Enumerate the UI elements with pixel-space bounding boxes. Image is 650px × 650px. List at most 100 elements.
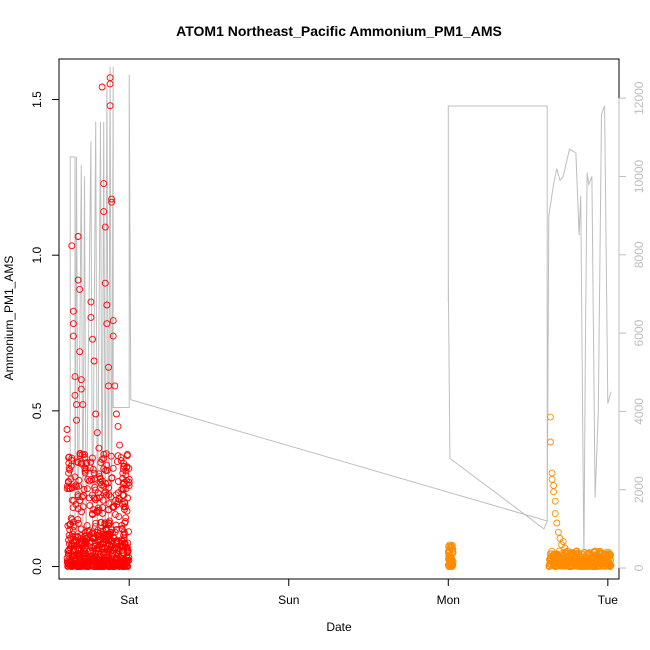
- data-point-red: [72, 556, 80, 563]
- data-point-red: [71, 373, 79, 381]
- data-point-red: [68, 242, 76, 250]
- data-point-red: [118, 525, 126, 533]
- data-point-red: [68, 454, 76, 462]
- data-point-red: [98, 455, 106, 463]
- data-point-red: [74, 505, 82, 513]
- data-point-red: [77, 385, 85, 393]
- data-point-red: [92, 563, 100, 570]
- points-layer: [63, 74, 615, 570]
- data-point-red: [106, 80, 114, 88]
- data-point-red: [106, 563, 114, 570]
- data-point-red: [122, 514, 130, 522]
- data-point-red: [87, 547, 94, 555]
- data-point-red: [80, 492, 87, 500]
- data-point-red: [92, 559, 99, 567]
- data-point-orange: [552, 562, 560, 570]
- data-point-red: [111, 511, 119, 519]
- data-point-red: [63, 426, 71, 433]
- data-point-red: [121, 560, 129, 567]
- data-point-red: [100, 208, 108, 216]
- data-point-red: [91, 542, 99, 550]
- data-point-orange: [606, 561, 614, 569]
- data-point-orange: [550, 482, 558, 490]
- data-point-orange: [561, 562, 569, 570]
- data-point-red: [69, 307, 77, 315]
- data-point-red: [67, 534, 75, 542]
- data-point-orange: [553, 519, 561, 527]
- data-point-red: [105, 382, 112, 390]
- data-point-red: [89, 465, 97, 473]
- data-point-red: [114, 422, 122, 430]
- data-point-red: [87, 298, 95, 306]
- y-tick-label: 0.0: [30, 558, 44, 575]
- secondary-y-tick-label: 12000: [632, 81, 646, 115]
- secondary-y-axis: 0 2000 4000 6000 8000 10000 12000: [618, 81, 646, 571]
- data-point-red: [109, 317, 117, 325]
- data-point-red: [115, 495, 123, 502]
- data-point-red: [125, 482, 133, 490]
- data-point-red: [112, 521, 120, 529]
- data-point-red: [84, 475, 92, 483]
- data-point-red: [102, 491, 110, 499]
- data-point-red: [88, 476, 95, 483]
- data-point-red: [103, 320, 111, 328]
- data-point-red: [83, 522, 91, 530]
- data-point-orange: [445, 552, 453, 560]
- secondary-series-path: [69, 66, 612, 561]
- data-point-red: [87, 313, 95, 321]
- data-point-red: [74, 561, 82, 569]
- data-point-red: [82, 460, 90, 468]
- data-point-red: [112, 410, 120, 418]
- y-axis: 0.0 0.5 1.0 1.5: [30, 91, 60, 575]
- data-point-red: [96, 533, 104, 541]
- data-point-red: [120, 536, 128, 544]
- data-point-red: [121, 518, 129, 526]
- data-point-red: [102, 466, 110, 474]
- data-point-red: [108, 474, 116, 482]
- x-axis: Sat Sun Mon Tue: [120, 578, 618, 607]
- data-point-red: [109, 464, 117, 472]
- data-point-red: [65, 464, 73, 472]
- data-point-orange: [552, 550, 560, 558]
- data-point-red: [115, 513, 123, 521]
- data-point-red: [93, 508, 101, 516]
- data-point-orange: [591, 562, 598, 570]
- data-point-red: [81, 469, 89, 477]
- data-point-red: [97, 479, 105, 486]
- data-point-red: [68, 550, 76, 558]
- data-point-orange: [448, 562, 456, 570]
- data-point-red: [107, 543, 115, 551]
- data-point-red: [121, 539, 129, 547]
- data-point-red: [74, 459, 82, 466]
- data-point-red: [103, 301, 111, 309]
- data-point-red: [117, 454, 125, 462]
- data-point-red: [69, 332, 77, 340]
- y-tick-label: 1.5: [30, 91, 44, 108]
- data-point-red: [120, 463, 128, 470]
- data-point-orange: [548, 469, 556, 477]
- data-point-orange: [551, 510, 559, 518]
- data-point-orange: [573, 551, 580, 559]
- data-point-red: [66, 485, 74, 493]
- data-point-red: [81, 529, 89, 536]
- data-point-red: [107, 493, 115, 501]
- data-point-red: [90, 469, 98, 477]
- y-tick-label: 1.0: [30, 247, 44, 264]
- data-point-red: [71, 541, 79, 549]
- data-point-red: [120, 465, 127, 473]
- data-point-red: [73, 483, 81, 491]
- data-point-red: [90, 357, 98, 365]
- data-point-red: [78, 493, 86, 501]
- data-point-red: [88, 544, 96, 552]
- secondary-y-tick-label: 8000: [632, 241, 646, 268]
- data-point-red: [109, 332, 117, 340]
- data-point-red: [71, 473, 79, 481]
- data-point-orange: [604, 553, 612, 561]
- data-point-red: [114, 498, 122, 505]
- x-tick-label: Mon: [437, 593, 460, 607]
- data-point-red: [81, 450, 88, 458]
- data-point-red: [117, 457, 125, 465]
- data-point-red: [106, 517, 113, 525]
- data-point-red: [101, 223, 109, 231]
- data-point-orange: [564, 547, 572, 555]
